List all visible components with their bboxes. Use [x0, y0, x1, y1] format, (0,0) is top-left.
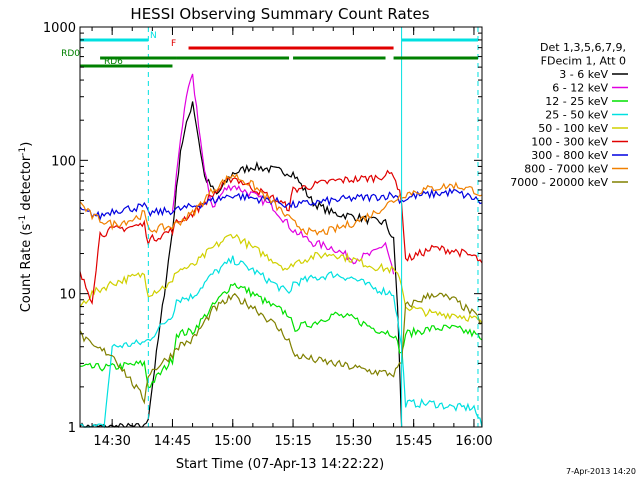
y-tick-label-4: 1000: [43, 21, 76, 36]
x-tick-label-2: 14:45: [154, 434, 191, 449]
x-tick-label-5: 15:30: [335, 434, 372, 449]
series-line-5: [79, 233, 483, 324]
flag-layer: N F RD0 RD6: [61, 31, 478, 68]
series-line-6: [79, 169, 483, 306]
legend-item-label-7: 300 - 800 keV: [531, 149, 608, 162]
x-tick-label-7: 16:00: [455, 434, 492, 449]
legend-item-label-5: 50 - 100 keV: [538, 122, 608, 135]
series-line-9: [79, 291, 483, 405]
x-axis-label: Start Time (07-Apr-13 14:22:22): [176, 457, 384, 472]
flag-rd6-label: RD6: [104, 57, 123, 67]
y-axis-label-sup1: -1: [18, 215, 28, 224]
legend-item-label-8: 800 - 7000 keV: [524, 163, 608, 176]
y-tick-label-2: 10: [59, 288, 76, 303]
legend-header-1: Det 1,3,5,6,7,9,: [540, 41, 626, 54]
flag-n-label: N: [150, 31, 157, 41]
y-tick-label-1: 1: [68, 421, 76, 436]
legend-item-label-9: 7000 - 20000 keV: [510, 176, 608, 189]
x-tick-label-1: 14:30: [93, 434, 130, 449]
axis-layer: 14:30 14:45 15:00 15:15 15:30 15:45 16:00 1 10 10…: [43, 21, 493, 449]
x-tick-label-4: 15:15: [274, 434, 311, 449]
timestamp: 7-Apr-2013 14:20: [566, 467, 636, 476]
plot-frame: [79, 26, 483, 428]
y-axis-label-part3: ): [19, 142, 34, 147]
series-line-4: [79, 255, 483, 429]
chart-title: HESSI Observing Summary Count Rates: [130, 5, 429, 23]
y-axis-label-part1: Count Rate (s: [19, 224, 34, 313]
y-axis-label-sup2: -1: [18, 147, 28, 156]
legend-item-label-2: 6 - 12 keV: [552, 82, 608, 95]
legend-item-label-4: 25 - 50 keV: [545, 109, 608, 122]
x-tick-label-6: 15:45: [395, 434, 432, 449]
legend-item-label-6: 100 - 300 keV: [531, 136, 608, 149]
series-layer: [79, 73, 483, 429]
legend-item-label-1: 3 - 6 keV: [559, 68, 608, 81]
series-line-7: [79, 187, 483, 222]
y-axis-label: Count Rate (s-1 detector-1): [18, 142, 34, 313]
legend-header-2: FDecim 1, Att 0: [541, 55, 626, 68]
x-tick-label-3: 15:00: [214, 434, 251, 449]
y-tick-label-3: 100: [51, 154, 76, 169]
y-axis-label-part2: detector: [19, 155, 34, 215]
legend-item-label-3: 12 - 25 keV: [545, 95, 608, 108]
series-line-3: [79, 282, 483, 389]
series-line-1: [79, 101, 403, 428]
legend: Det 1,3,5,6,7,9,FDecim 1, Att 03 - 6 keV…: [510, 41, 628, 189]
vline-layer: [147, 27, 479, 427]
flag-f-label: F: [171, 39, 176, 49]
flag-rd0-label: RD0: [61, 49, 80, 59]
series-line-8: [79, 173, 483, 236]
